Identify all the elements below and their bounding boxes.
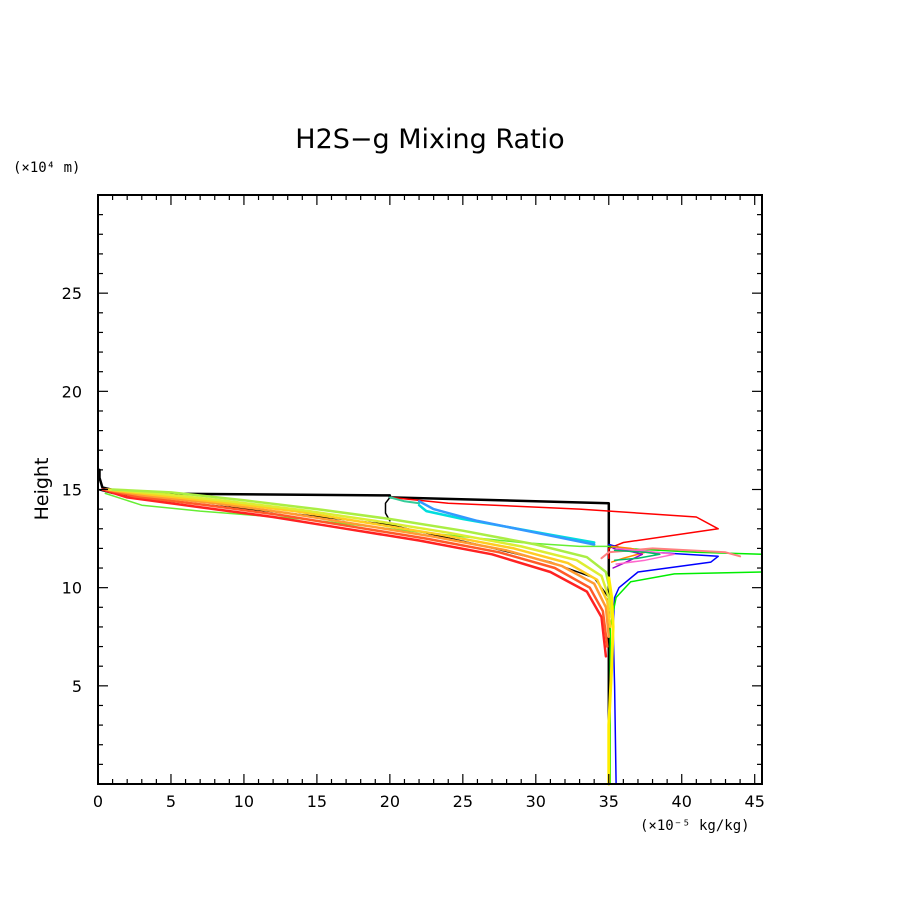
series-line-0 — [98, 468, 611, 786]
series-line-15 — [108, 488, 613, 619]
x-tick-label: 0 — [93, 792, 103, 811]
chart-title: H2S−g Mixing Ratio — [295, 124, 564, 155]
axes-layer: 0 5 10 15 20 25 30 35 40 45 5 10 15 20 25 — [62, 195, 765, 811]
x-tick-label: 5 — [166, 792, 176, 811]
y-tick-label: 15 — [62, 481, 82, 500]
y-tick-label: 25 — [62, 284, 82, 303]
x-tick-label: 15 — [307, 792, 327, 811]
x-tick-label: 25 — [453, 792, 473, 811]
series-line-21 — [613, 549, 661, 561]
x-tick-label: 40 — [672, 792, 692, 811]
y-axis-label: Height — [31, 458, 53, 521]
series-line-13 — [105, 488, 611, 639]
series-line-17 — [607, 576, 615, 786]
series-line-2 — [384, 496, 391, 522]
x-tick-label: 30 — [526, 792, 546, 811]
series-line-22 — [388, 496, 421, 505]
plot-frame — [97, 194, 763, 785]
series-line-14 — [106, 488, 612, 629]
x-tick-label: 10 — [234, 792, 254, 811]
series-line-20 — [615, 547, 676, 565]
series-layer — [97, 468, 763, 786]
series-line-11 — [101, 488, 608, 658]
y-tick-label: 20 — [62, 382, 82, 401]
series-line-16 — [111, 488, 613, 609]
series-line-9 — [417, 500, 596, 546]
y-tick-label: 10 — [62, 579, 82, 598]
series-line-5 — [609, 571, 763, 785]
series-line-12 — [104, 488, 609, 648]
y-axis-unit: (×10⁴ m) — [13, 160, 80, 176]
x-tick-label: 45 — [745, 792, 765, 811]
y-tick-label: 5 — [72, 677, 82, 696]
x-axis-unit: (×10⁻⁵ kg/kg) — [640, 818, 750, 834]
x-tick-label: 35 — [599, 792, 619, 811]
x-tick-label: 20 — [380, 792, 400, 811]
series-line-10 — [600, 547, 742, 560]
